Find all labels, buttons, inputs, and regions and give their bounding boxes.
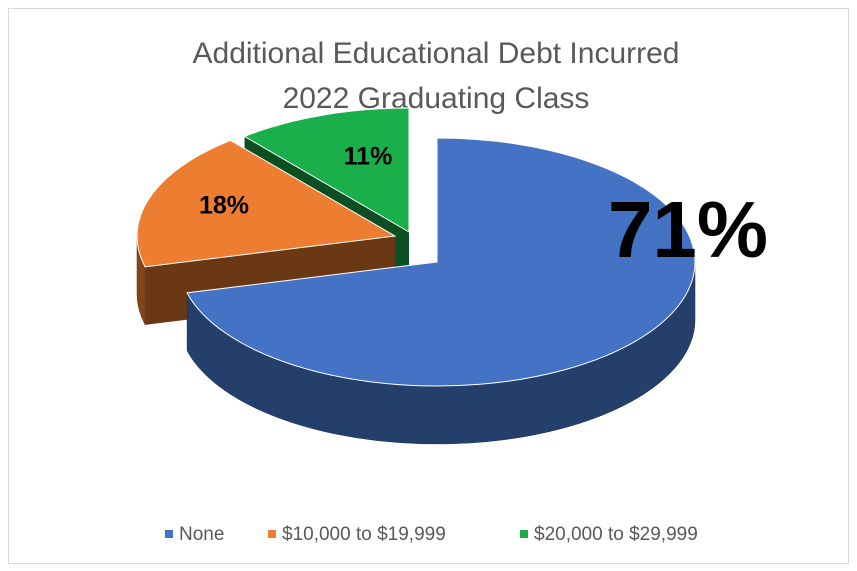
legend-swatch [520, 530, 528, 538]
chart-title: Additional Educational Debt Incurred [193, 37, 680, 70]
legend-label: $10,000 to $19,999 [282, 524, 446, 545]
legend-label: $20,000 to $29,999 [534, 524, 698, 545]
data-label: 11% [344, 143, 393, 171]
slice [136, 139, 397, 268]
slice [186, 137, 696, 387]
slice [243, 107, 410, 233]
legend-swatch [165, 530, 173, 538]
data-label: 71% [608, 185, 768, 274]
data-label: 18% [199, 192, 249, 220]
chart-title: 2022 Graduating Class [283, 82, 590, 115]
legend-swatch [268, 530, 276, 538]
legend-label: None [179, 524, 224, 545]
